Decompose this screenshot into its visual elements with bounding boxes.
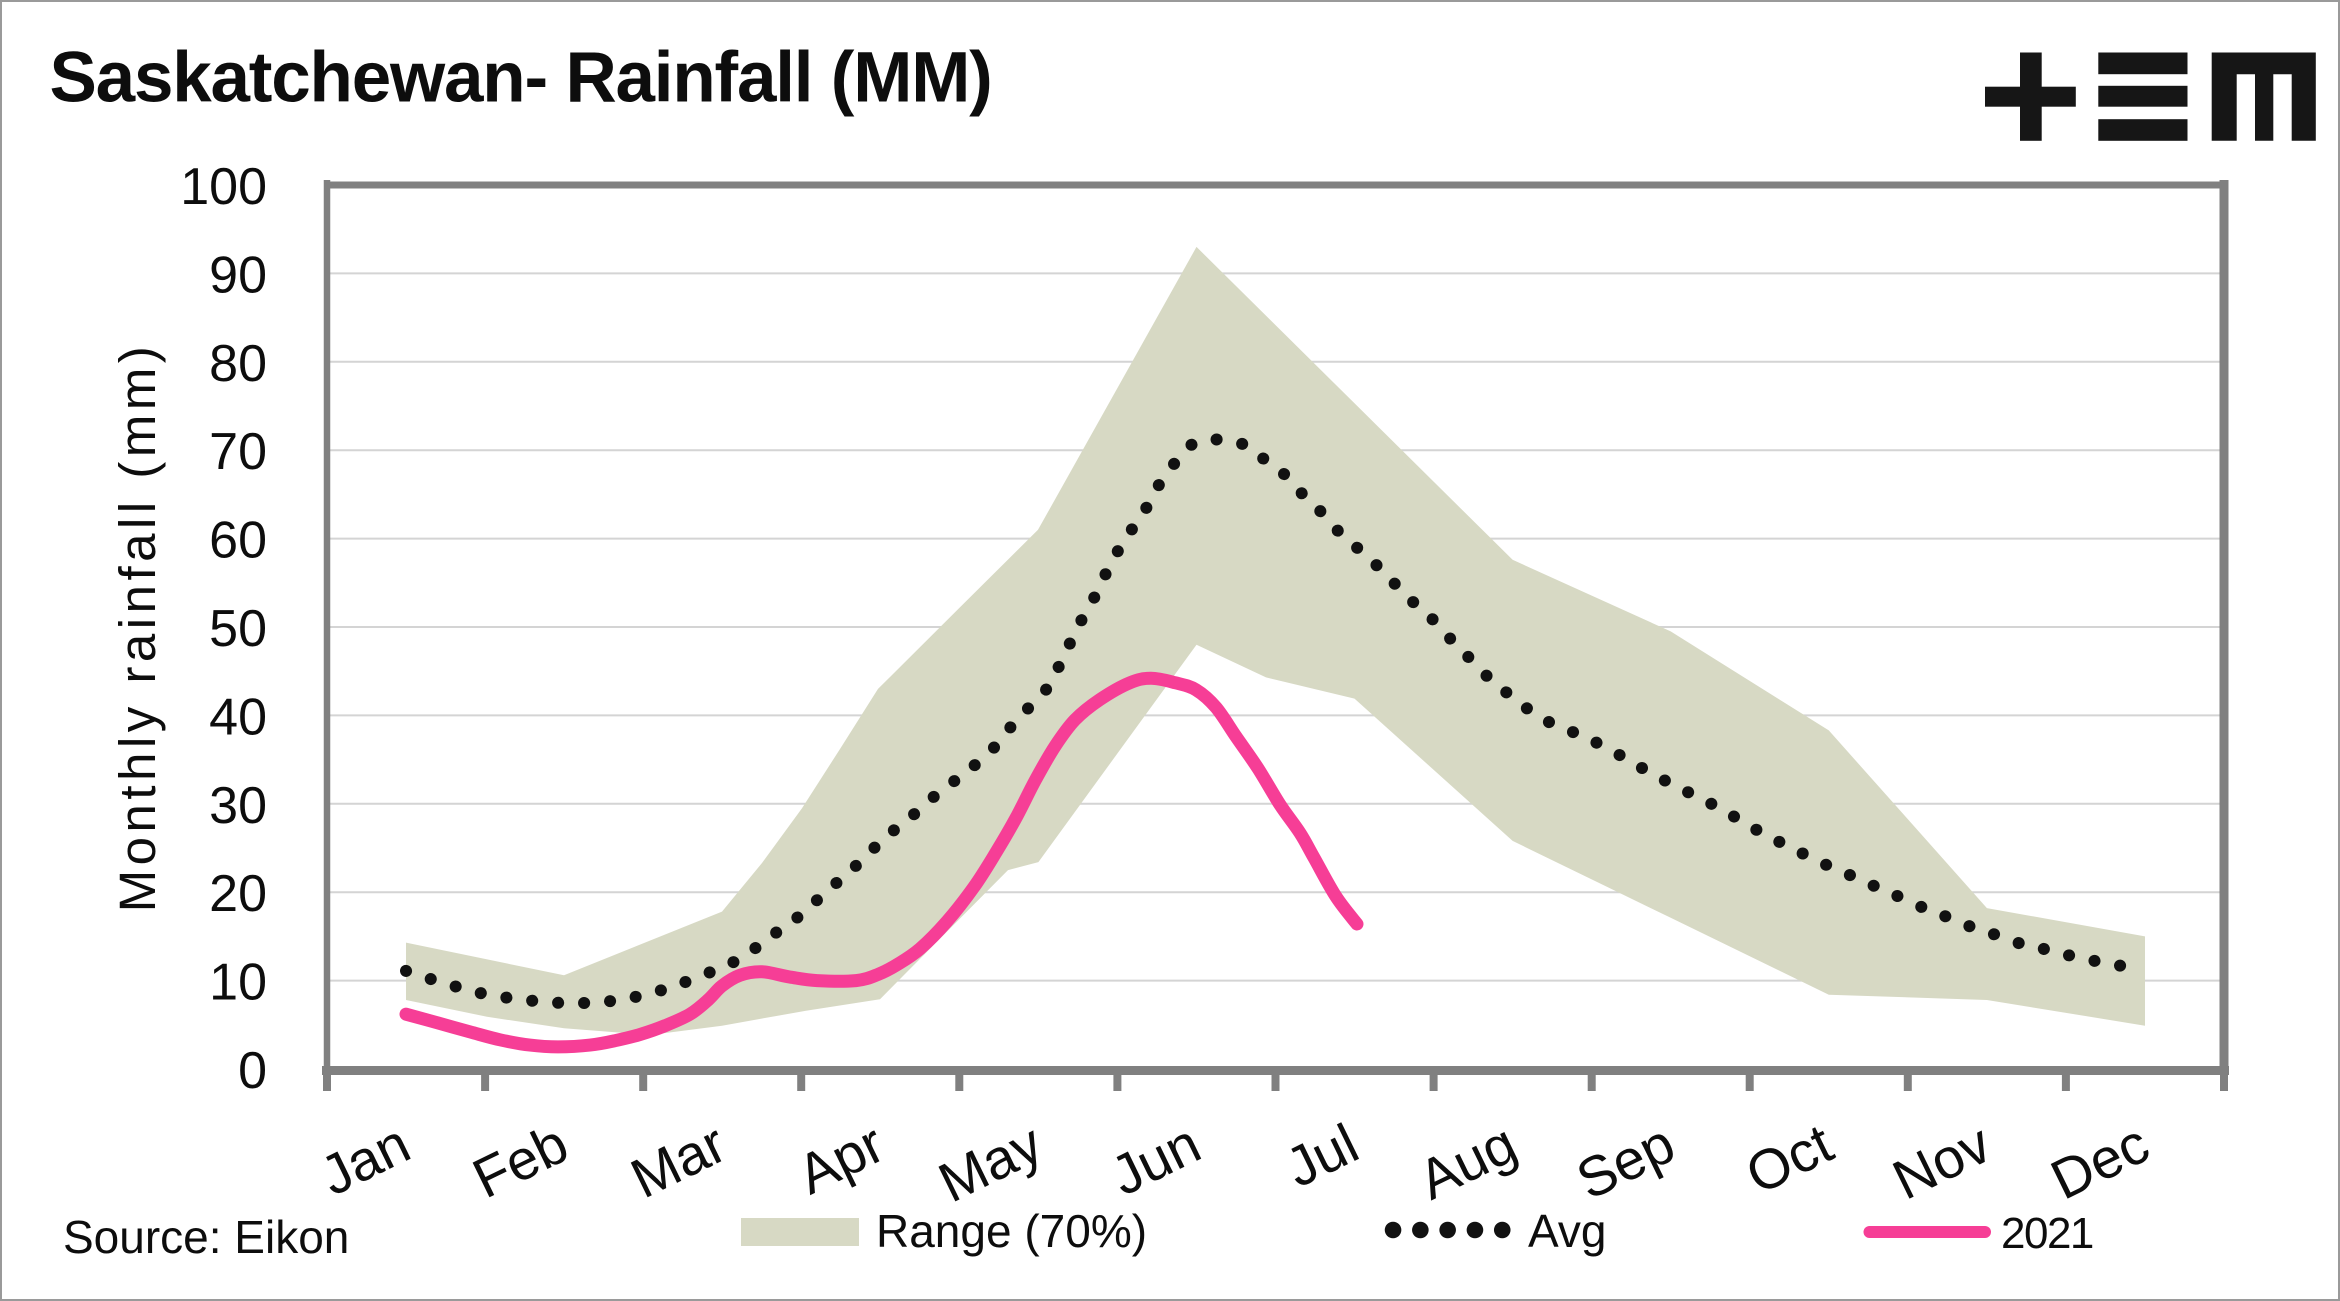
svg-text:40: 40 (209, 688, 267, 746)
svg-text:30: 30 (209, 777, 267, 835)
svg-text:90: 90 (209, 246, 267, 304)
svg-text:Source: Eikon: Source: Eikon (63, 1211, 349, 1263)
svg-text:60: 60 (209, 512, 267, 570)
svg-text:Saskatchewan- Rainfall (MM): Saskatchewan- Rainfall (MM) (50, 39, 992, 118)
svg-text:Monthly rainfall (mm): Monthly rainfall (mm) (109, 342, 166, 913)
svg-text:Avg: Avg (1528, 1205, 1606, 1257)
svg-text:50: 50 (209, 600, 267, 658)
svg-text:100: 100 (180, 158, 267, 216)
svg-text:10: 10 (209, 954, 267, 1012)
svg-text:0: 0 (238, 1042, 267, 1100)
svg-text:20: 20 (209, 865, 267, 923)
svg-text:70: 70 (209, 423, 267, 481)
svg-text:2021: 2021 (2001, 1209, 2093, 1258)
svg-text:80: 80 (209, 335, 267, 393)
svg-text:Range (70%): Range (70%) (876, 1205, 1147, 1257)
